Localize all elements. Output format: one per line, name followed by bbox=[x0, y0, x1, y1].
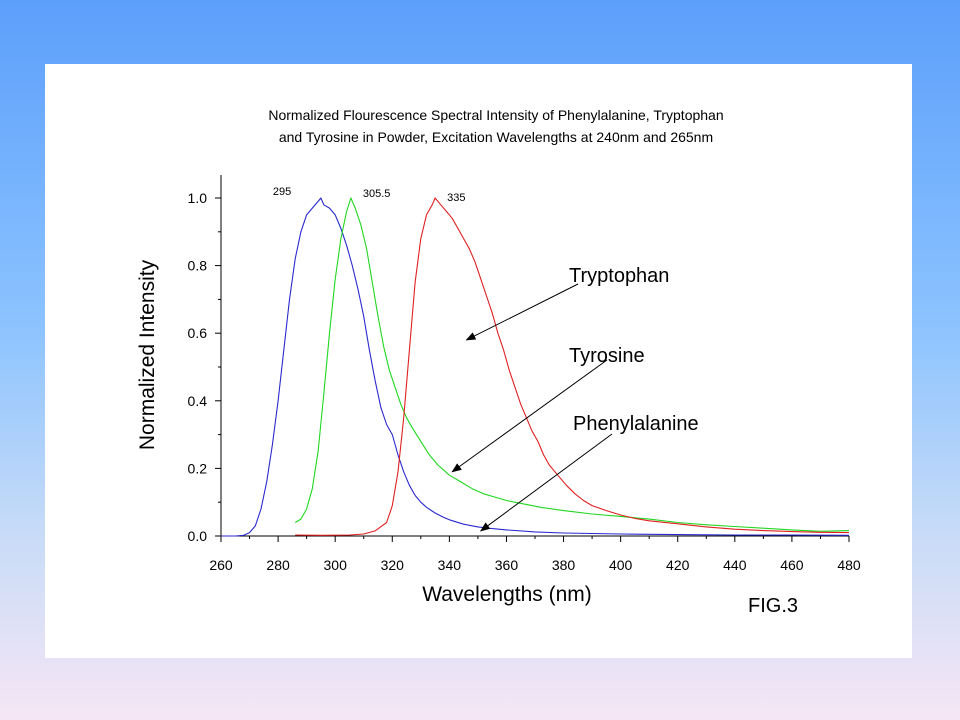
chart-title-line-1: Normalized Flourescence Spectral Intensi… bbox=[268, 107, 723, 123]
peak-labels: 295 305.5 335 bbox=[273, 186, 466, 204]
x-tick-label: 320 bbox=[381, 557, 405, 573]
annotation-label: Tyrosine bbox=[569, 345, 645, 367]
x-axis-title: Wavelengths (nm) bbox=[422, 583, 592, 606]
x-tick-label: 340 bbox=[438, 557, 462, 573]
peak-label: 305.5 bbox=[363, 188, 391, 200]
x-tick-label: 440 bbox=[723, 557, 747, 573]
x-tick-label: 480 bbox=[837, 557, 861, 573]
slide-panel bbox=[45, 64, 912, 658]
chart-title-line-2: and Tyrosine in Powder, Excitation Wavel… bbox=[279, 129, 713, 145]
x-tick-label: 300 bbox=[324, 557, 348, 573]
y-tick-label: 1.0 bbox=[188, 190, 208, 206]
figure-label: FIG.3 bbox=[748, 595, 798, 617]
x-tick-label: 420 bbox=[666, 557, 690, 573]
series-line-2 bbox=[294, 197, 850, 532]
x-tick-label: 380 bbox=[552, 557, 576, 573]
y-tick-label: 0.8 bbox=[188, 258, 208, 274]
annotation-arrow bbox=[465, 283, 579, 341]
series-group bbox=[221, 197, 850, 537]
peak-label: 295 bbox=[273, 186, 291, 198]
x-tick-label: 260 bbox=[209, 557, 233, 573]
annotation-label: Phenylalanine bbox=[573, 413, 699, 435]
y-tick-label: 0.0 bbox=[188, 528, 208, 544]
y-tick-label: 0.2 bbox=[188, 460, 208, 476]
x-tick-label: 460 bbox=[780, 557, 804, 573]
peak-label: 335 bbox=[447, 192, 465, 204]
x-tick-label: 280 bbox=[266, 557, 290, 573]
x-tick-label: 400 bbox=[609, 557, 633, 573]
series-line-3 bbox=[295, 197, 850, 536]
annotation-label: Tryptophan bbox=[569, 265, 669, 287]
y-tick-label: 0.4 bbox=[188, 393, 208, 409]
annotation-arrow bbox=[479, 433, 613, 532]
tick-labels: 260 280 300 320 340 360 380 400 420 440 460 480 0.0 0… bbox=[188, 190, 861, 573]
y-tick-label: 0.6 bbox=[188, 325, 208, 341]
y-axis-title: Normalized Intensity bbox=[136, 259, 159, 450]
axes bbox=[215, 175, 850, 542]
annotation-arrow bbox=[451, 359, 608, 473]
x-tick-label: 360 bbox=[495, 557, 519, 573]
series-line-1 bbox=[221, 197, 850, 537]
annotations: Tryptophan Tyrosine Phenylalanine bbox=[451, 265, 699, 532]
